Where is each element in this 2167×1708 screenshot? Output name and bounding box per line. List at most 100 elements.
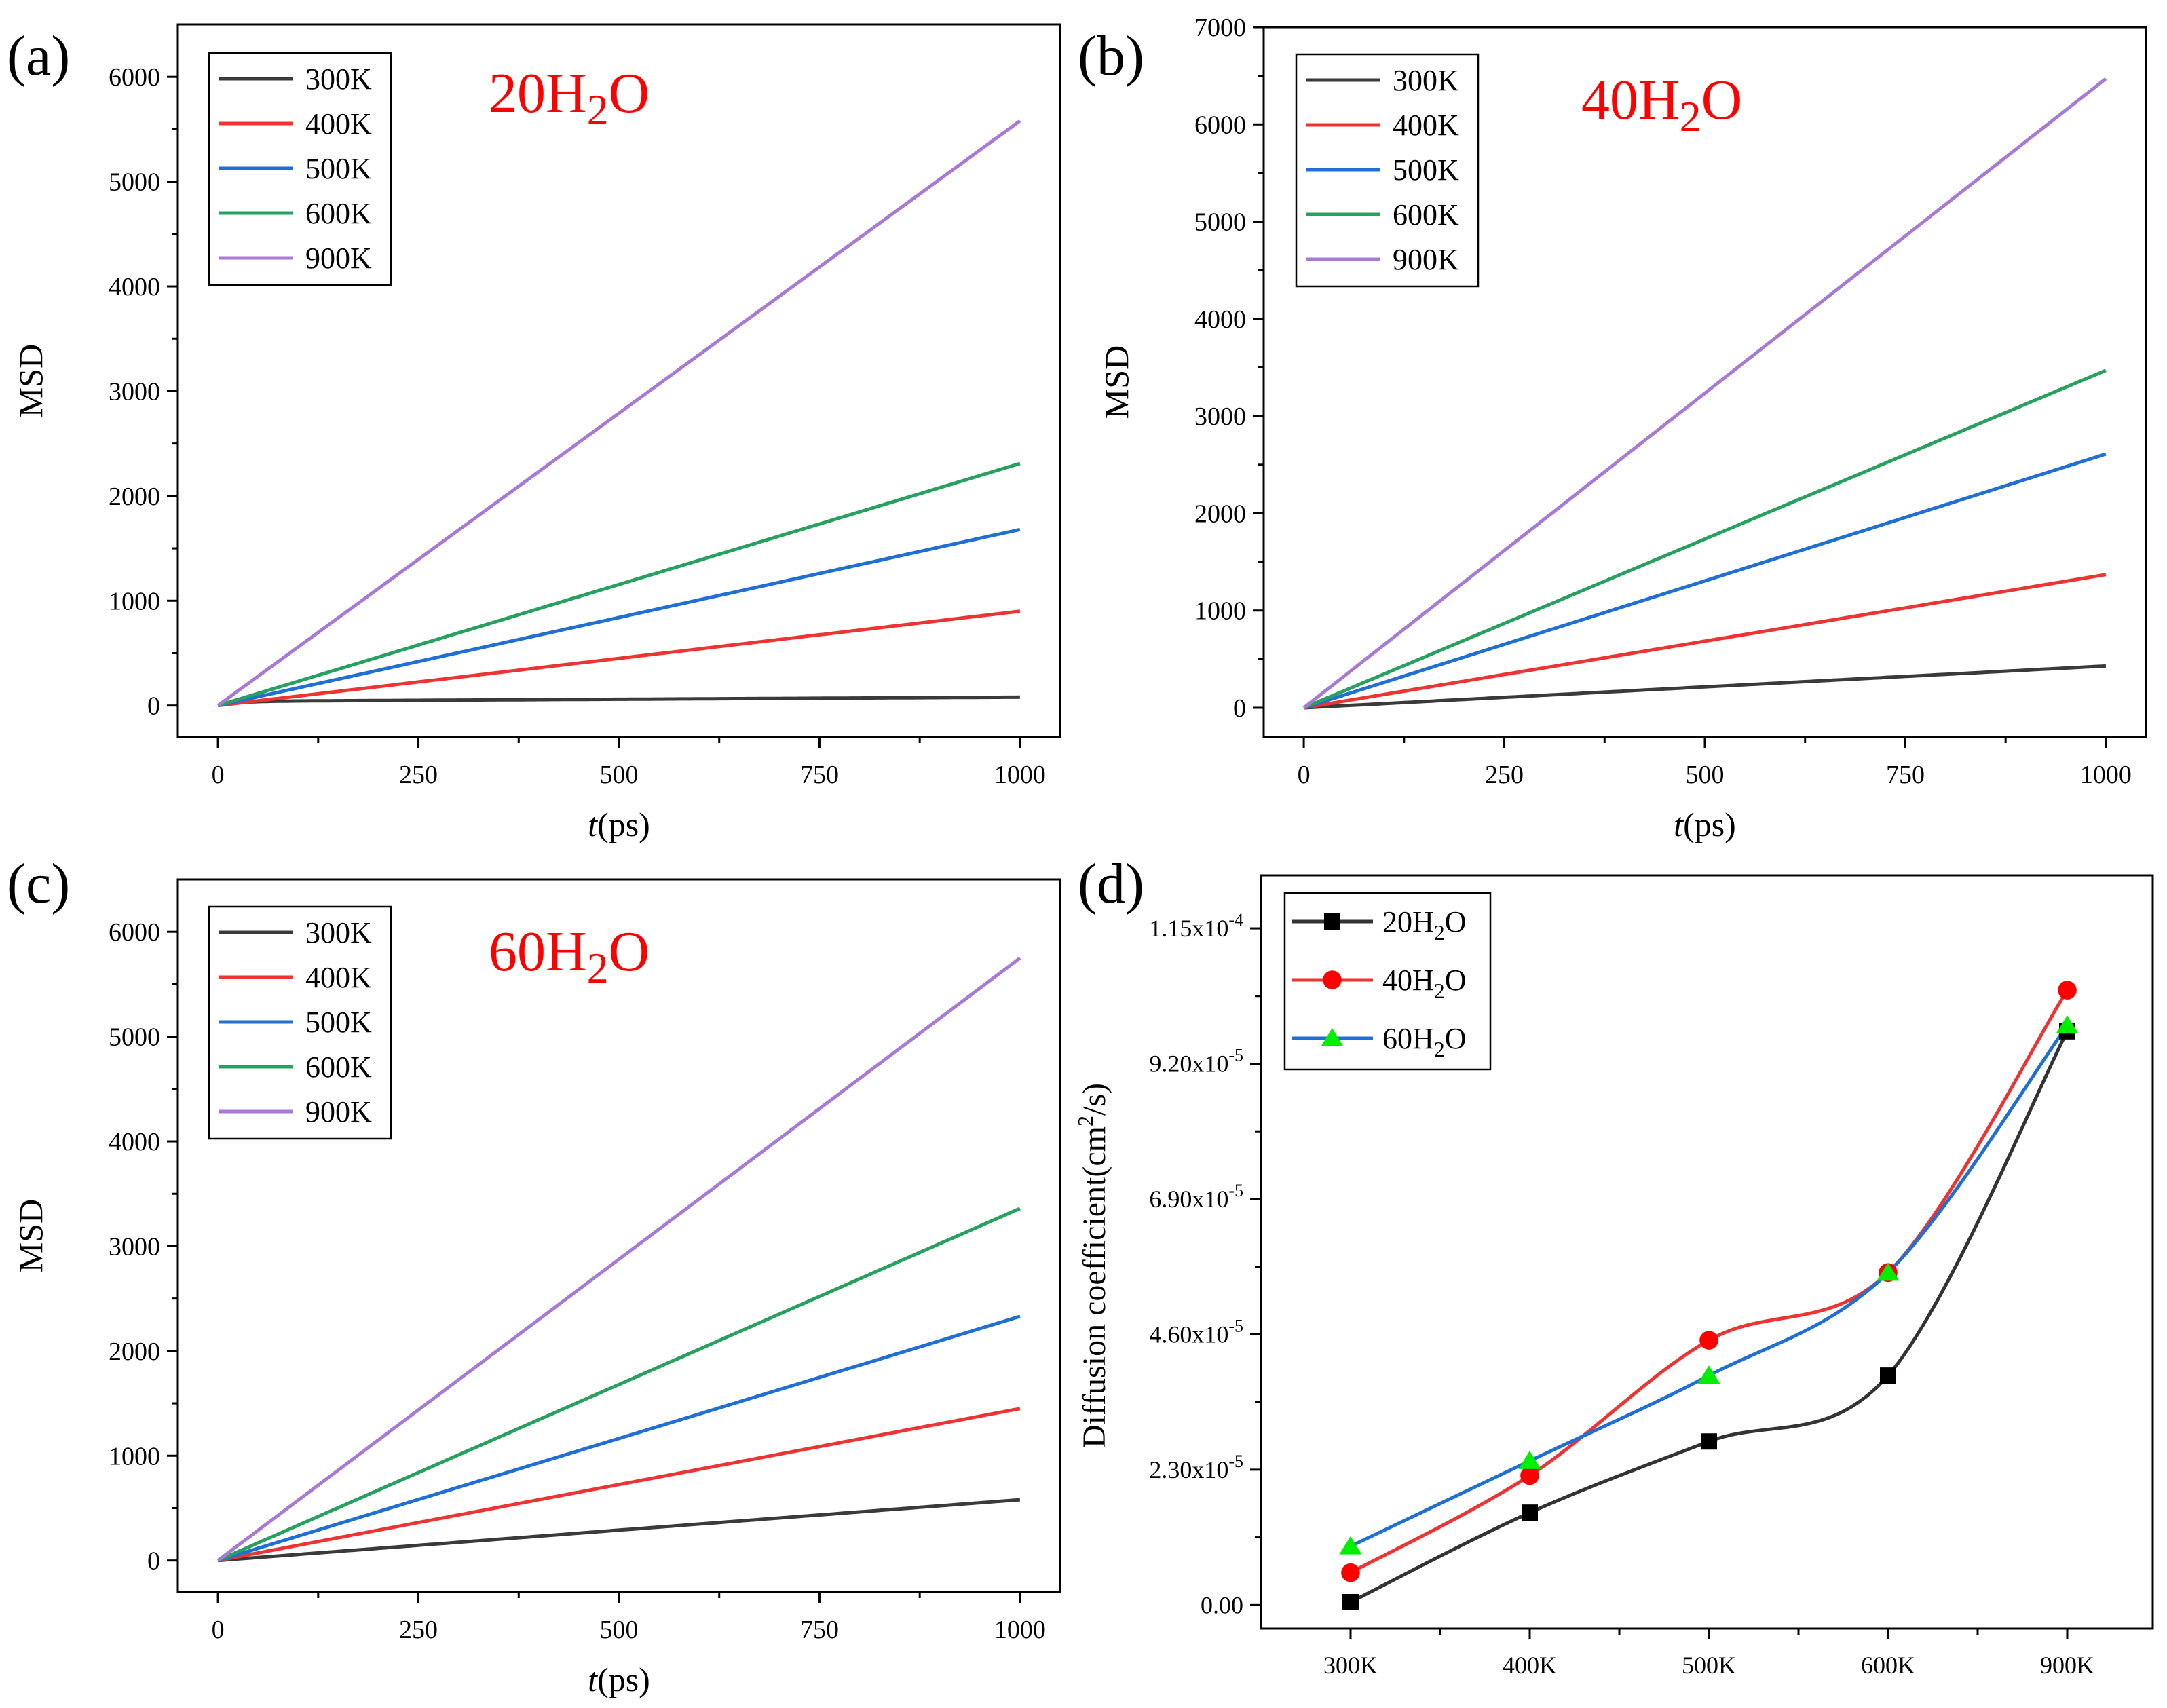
x-tick-label: 500 — [600, 761, 639, 789]
x-tick-label: 750 — [1886, 761, 1925, 789]
legend-label-20H2O: 20H2O — [1382, 905, 1467, 945]
series-line-900K — [216, 119, 1021, 707]
legend-marker-20H2O — [1324, 913, 1340, 930]
x-tick-label: 1000 — [994, 1616, 1046, 1644]
data-point-20H2O — [1880, 1367, 1896, 1384]
x-axis-label: t(ps) — [588, 805, 650, 843]
data-point-60H2O — [2056, 1015, 2079, 1034]
x-tick-label: 600K — [1861, 1652, 1915, 1679]
y-axis-label: MSD — [12, 1199, 50, 1272]
data-point-40H2O — [1520, 1466, 1539, 1485]
x-tick-label: 750 — [800, 1616, 839, 1644]
x-tick-label: 250 — [399, 761, 438, 789]
legend-label-600K: 600K — [1393, 198, 1459, 231]
series-line-500K — [217, 527, 1021, 708]
legend-label-900K: 900K — [305, 1095, 372, 1128]
x-tick-label: 750 — [800, 761, 839, 789]
legend-label-60H2O: 60H2O — [1382, 1022, 1467, 1061]
series-line-900K — [216, 956, 1021, 1562]
x-tick-label: 0 — [1298, 761, 1311, 789]
legend-label-400K: 400K — [1393, 109, 1459, 142]
y-tick-label: 1000 — [109, 1442, 160, 1470]
y-tick-label: 6.90x10-5 — [1149, 1181, 1243, 1213]
series-line-400K — [1303, 573, 2107, 710]
water-count-annotation: 20H2O — [489, 62, 649, 134]
x-tick-label: 1000 — [994, 761, 1046, 789]
y-tick-label: 0 — [147, 1547, 160, 1576]
x-tick-label: 500 — [1686, 761, 1725, 789]
data-point-60H2O — [1339, 1536, 1362, 1555]
x-tick-label: 500 — [600, 1616, 639, 1644]
series-line-500K — [217, 1314, 1021, 1563]
legend-label-900K: 900K — [1393, 243, 1459, 276]
panel-label-b: (b) — [1078, 24, 1144, 88]
y-tick-label: 2000 — [109, 1337, 160, 1366]
x-tick-label: 1000 — [2080, 761, 2132, 789]
msd-chart-60h2o: 0 250 500 750 1000 0 1000 2000 3000 4000 5000 6000 t… — [12, 878, 1061, 1698]
x-tick-label: 250 — [399, 1616, 438, 1644]
data-point-60H2O — [1697, 1365, 1720, 1384]
data-point-20H2O — [1342, 1593, 1359, 1610]
data-point-60H2O — [1877, 1262, 1900, 1281]
y-axis-label: MSD — [12, 344, 50, 417]
data-point-40H2O — [1699, 1331, 1718, 1350]
y-tick-label: 5000 — [109, 168, 160, 197]
y-tick-label: 1000 — [1194, 597, 1246, 626]
y-tick-label: 0.00 — [1201, 1591, 1243, 1618]
data-point-40H2O — [1341, 1563, 1360, 1582]
x-axis-label: t(ps) — [588, 1660, 650, 1698]
diffusion-coefficient-chart: 300K 400K 500K 600K 900K 0.00 2.30x10-5 4.60x10… — [1073, 874, 2154, 1679]
x-tick-label: 400K — [1503, 1652, 1557, 1679]
series-line-60H2O — [1349, 1024, 2069, 1548]
y-tick-label: 5000 — [1194, 208, 1246, 237]
y-tick-label: 2000 — [1194, 499, 1246, 528]
legend-marker-40H2O — [1323, 970, 1342, 989]
legend-label-40H2O: 40H2O — [1382, 964, 1467, 1003]
y-tick-label: 6000 — [109, 918, 160, 947]
x-tick-label: 0 — [212, 761, 225, 789]
x-tick-label: 300K — [1323, 1652, 1378, 1679]
plot-frame — [1260, 874, 2154, 1630]
legend-label-300K: 300K — [305, 916, 372, 949]
series-line-300K — [217, 695, 1020, 708]
legend-label-600K: 600K — [305, 197, 372, 230]
series-line-20H2O — [1349, 1030, 2069, 1604]
series-line-600K — [1303, 368, 2107, 710]
y-tick-label: 1000 — [109, 587, 160, 615]
y-tick-label: 0 — [147, 692, 160, 721]
y-tick-label: 9.20x10-5 — [1149, 1046, 1243, 1078]
panel-label-d: (d) — [1078, 852, 1144, 915]
series-line-400K — [217, 1407, 1021, 1563]
legend-label-500K: 500K — [305, 152, 372, 185]
y-tick-label: 2.30x10-5 — [1149, 1451, 1243, 1483]
legend-label-400K: 400K — [305, 961, 372, 994]
data-point-20H2O — [1522, 1504, 1538, 1521]
y-tick-label: 7000 — [1194, 14, 1246, 42]
panel-label-c: (c) — [7, 852, 70, 915]
y-tick-label: 4.60x10-5 — [1149, 1316, 1243, 1348]
panel-label-a: (a) — [7, 24, 70, 88]
x-tick-label: 500K — [1682, 1652, 1736, 1679]
x-tick-label: 250 — [1485, 761, 1524, 789]
data-point-20H2O — [1701, 1433, 1717, 1450]
legend-label-300K: 300K — [1393, 64, 1459, 97]
legend-label-500K: 500K — [305, 1006, 372, 1039]
series-line-600K — [217, 461, 1021, 708]
legend-label-500K: 500K — [1393, 153, 1459, 187]
data-point-60H2O — [1518, 1450, 1541, 1469]
y-tick-label: 6000 — [109, 63, 160, 92]
y-tick-label: 2000 — [109, 482, 160, 511]
y-tick-label: 0 — [1233, 694, 1246, 723]
y-tick-label: 5000 — [109, 1023, 160, 1052]
y-tick-label: 3000 — [109, 377, 160, 406]
series-line-40H2O — [1349, 989, 2069, 1574]
legend-label-900K: 900K — [305, 242, 372, 275]
legend-marker-60H2O — [1321, 1028, 1344, 1046]
y-tick-label: 4000 — [1194, 305, 1246, 334]
y-tick-label: 1.15x10-4 — [1149, 910, 1243, 942]
series-line-900K — [1302, 77, 2107, 709]
water-count-annotation: 40H2O — [1581, 69, 1742, 140]
y-tick-label: 3000 — [109, 1232, 160, 1261]
series-line-300K — [1303, 664, 2107, 710]
